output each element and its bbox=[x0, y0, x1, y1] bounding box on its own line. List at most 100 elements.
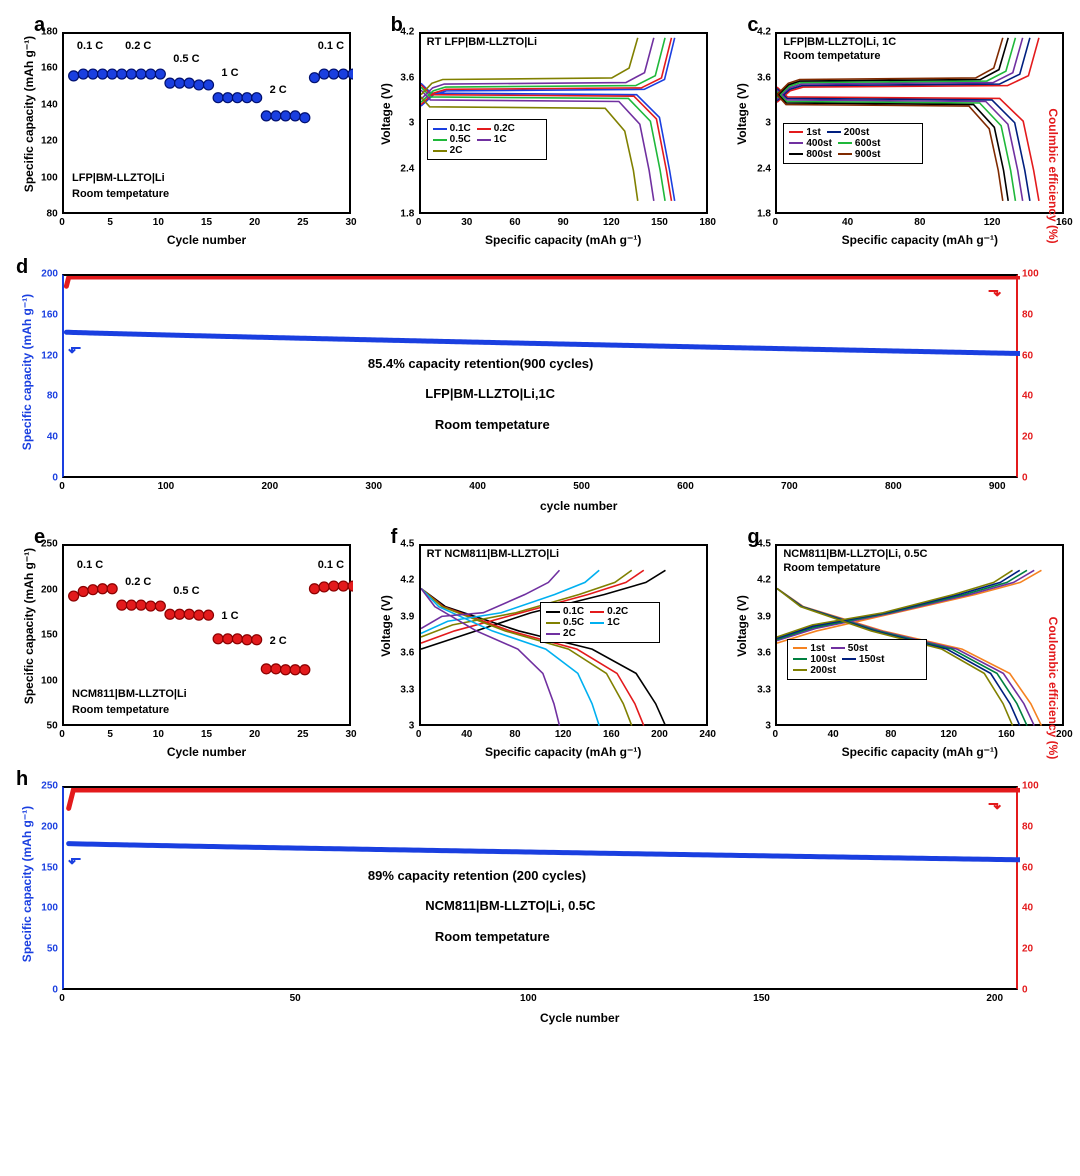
legend-swatch bbox=[590, 622, 604, 624]
data-point bbox=[271, 111, 281, 121]
plot-svg bbox=[64, 788, 1020, 992]
x-tick: 40 bbox=[828, 729, 839, 740]
x-tick: 50 bbox=[290, 993, 301, 1004]
legend-swatch bbox=[433, 128, 447, 130]
left-arrow-indicator: ⬐ bbox=[68, 338, 81, 358]
x-tick: 800 bbox=[885, 481, 902, 492]
y-tick-left: 40 bbox=[47, 432, 58, 443]
data-point bbox=[329, 581, 339, 591]
legend-label: 50st bbox=[848, 643, 868, 654]
data-point bbox=[204, 610, 214, 620]
legend-item: 1st bbox=[789, 127, 820, 138]
plot-area bbox=[62, 786, 1018, 990]
x-tick: 100 bbox=[158, 481, 175, 492]
legend-item: 200st bbox=[827, 127, 870, 138]
temp-text: Room tempetature bbox=[435, 929, 550, 944]
left-arrow-indicator: ⬐ bbox=[68, 849, 81, 869]
panel-e: eSpecific capacity (mAh g⁻¹)Cycle number… bbox=[8, 520, 359, 760]
x-tick: 300 bbox=[365, 481, 382, 492]
data-point bbox=[78, 587, 88, 597]
data-point bbox=[98, 584, 108, 594]
rate-label: 0.2 C bbox=[125, 40, 151, 52]
legend-swatch bbox=[838, 142, 852, 144]
y-tick-right: 60 bbox=[1022, 350, 1033, 361]
y-tick: 1.8 bbox=[757, 209, 771, 220]
data-point bbox=[242, 93, 252, 103]
x-tick: 5 bbox=[107, 729, 113, 740]
data-point bbox=[146, 69, 156, 79]
data-point bbox=[261, 664, 271, 674]
data-point bbox=[155, 601, 165, 611]
data-point bbox=[107, 69, 117, 79]
legend-label: 1C bbox=[607, 617, 620, 628]
temp-text: Room tempetature bbox=[435, 417, 550, 432]
rate-label: 2 C bbox=[270, 635, 287, 647]
y-axis-label: Voltage (V) bbox=[735, 535, 749, 717]
x-tick: 25 bbox=[297, 217, 308, 228]
x-tick: 80 bbox=[914, 217, 925, 228]
legend-swatch bbox=[433, 150, 447, 152]
x-tick: 120 bbox=[603, 217, 620, 228]
legend-label: 0.5C bbox=[563, 617, 584, 628]
panel-f: fVoltage (V)Specific capacity (mAh g⁻¹)0… bbox=[365, 520, 716, 760]
legend-item: 2C bbox=[546, 628, 576, 639]
legend-swatch bbox=[827, 131, 841, 133]
data-point bbox=[329, 69, 339, 79]
y-tick: 3.6 bbox=[400, 72, 414, 83]
y-tick: 250 bbox=[41, 539, 58, 550]
x-tick: 0 bbox=[59, 481, 65, 492]
x-tick: 30 bbox=[461, 217, 472, 228]
y-axis-label: Voltage (V) bbox=[735, 23, 749, 205]
data-point bbox=[242, 635, 252, 645]
y-tick: 4.2 bbox=[400, 27, 414, 38]
legend-label: 0.2C bbox=[494, 123, 515, 134]
capacity-trace bbox=[69, 844, 1020, 860]
data-point bbox=[88, 69, 98, 79]
y-tick: 4.5 bbox=[400, 539, 414, 550]
legend-swatch bbox=[838, 153, 852, 155]
legend-swatch bbox=[793, 669, 807, 671]
legend-label: 1C bbox=[494, 134, 507, 145]
efficiency-trace bbox=[66, 277, 1020, 286]
legend-label: 2C bbox=[450, 145, 463, 156]
y-tick: 80 bbox=[47, 209, 58, 220]
y-tick-right: 60 bbox=[1022, 862, 1033, 873]
y-tick-left: 100 bbox=[41, 903, 58, 914]
cell-label: NCM811|BM-LLZTO|Li bbox=[72, 688, 187, 700]
x-tick: 900 bbox=[989, 481, 1006, 492]
y-tick: 2.4 bbox=[400, 163, 414, 174]
data-point bbox=[252, 93, 262, 103]
legend-item: 800st bbox=[789, 149, 832, 160]
legend-label: 0.5C bbox=[450, 134, 471, 145]
legend-label: 900st bbox=[855, 149, 881, 160]
x-tick: 0 bbox=[59, 729, 65, 740]
x-tick: 15 bbox=[201, 729, 212, 740]
data-point bbox=[309, 73, 319, 83]
temp-label: Room tempetature bbox=[72, 188, 169, 200]
x-tick: 80 bbox=[509, 729, 520, 740]
x-tick: 160 bbox=[998, 729, 1015, 740]
panel-title: LFP|BM-LLZTO|Li, 1C bbox=[783, 36, 896, 48]
panel-d: dSpecific capacity (mAh g⁻¹)Coulmbic eff… bbox=[8, 254, 1072, 514]
right-arrow-indicator: ⬎ bbox=[988, 281, 1001, 301]
plot-svg bbox=[64, 276, 1020, 480]
y-tick: 100 bbox=[41, 675, 58, 686]
y-axis-left-label: Specific capacity (mAh g⁻¹) bbox=[20, 782, 34, 986]
y-tick-left: 250 bbox=[41, 781, 58, 792]
x-tick: 0 bbox=[416, 217, 422, 228]
efficiency-trace bbox=[69, 790, 1020, 808]
x-axis-label: Specific capacity (mAh g⁻¹) bbox=[775, 233, 1064, 247]
legend-label: 0.1C bbox=[563, 606, 584, 617]
y-tick: 3.9 bbox=[757, 611, 771, 622]
x-tick: 80 bbox=[885, 729, 896, 740]
x-tick: 5 bbox=[107, 217, 113, 228]
y-tick-right: 80 bbox=[1022, 309, 1033, 320]
x-tick: 10 bbox=[153, 729, 164, 740]
rate-label: 1 C bbox=[221, 67, 238, 79]
legend-swatch bbox=[590, 611, 604, 613]
legend-item: 1C bbox=[590, 617, 620, 628]
legend-swatch bbox=[477, 128, 491, 130]
x-tick: 90 bbox=[558, 217, 569, 228]
y-tick: 200 bbox=[41, 584, 58, 595]
x-tick: 20 bbox=[249, 729, 260, 740]
